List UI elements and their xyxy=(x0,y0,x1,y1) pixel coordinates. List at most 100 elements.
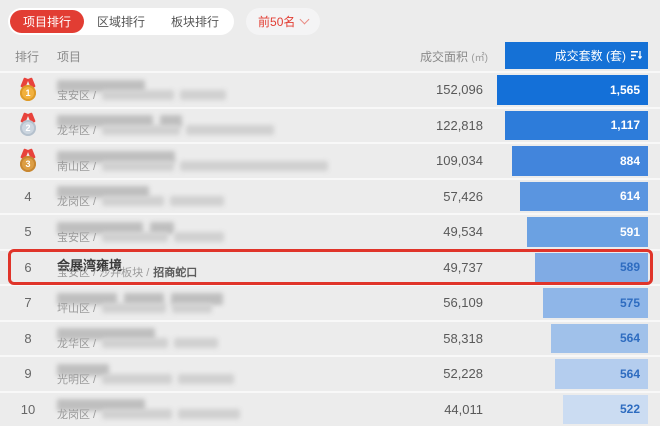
units-bar: 1,117 xyxy=(505,110,648,140)
project-cell: 龙岗区 / xyxy=(57,180,417,214)
units-bar: 1,565 xyxy=(497,75,648,105)
table-row[interactable]: 3 南山区 / 109,034 884 xyxy=(0,142,660,178)
table-row[interactable]: 10 龙岗区 / 44,011 522 xyxy=(0,390,660,426)
project-location: 龙岗区 / xyxy=(57,406,241,422)
table-row[interactable]: 4 龙岗区 / 57,426 614 xyxy=(0,177,660,214)
tab-plate-ranking[interactable]: 板块排行 xyxy=(171,15,220,29)
area-value: 58,318 xyxy=(443,330,483,346)
top50-filter-dropdown[interactable]: 前50名 xyxy=(246,8,321,35)
tab-district-ranking[interactable]: 区域排行 xyxy=(97,15,146,29)
redacted-text xyxy=(57,363,109,376)
table-row[interactable]: 9 光明区 / 52,228 564 xyxy=(0,355,660,391)
redacted-text xyxy=(170,196,225,206)
units-bar: 564 xyxy=(555,359,648,389)
units-bar: 522 xyxy=(563,394,648,424)
medal-gold-icon: 1 xyxy=(18,78,38,102)
units-bar: 614 xyxy=(520,181,648,211)
units-bar: 564 xyxy=(551,323,648,353)
redacted-text xyxy=(178,373,235,384)
table-row[interactable]: 5 宝安区 / 49,534 591 xyxy=(0,213,660,249)
header-rank: 排行 xyxy=(15,50,40,64)
project-cell: 坪山区 / xyxy=(57,286,417,320)
sort-descending-icon xyxy=(631,51,642,60)
redacted-text xyxy=(102,338,169,348)
project-name xyxy=(57,77,152,92)
redacted-text xyxy=(102,231,169,242)
redacted-text xyxy=(124,292,164,305)
project-location: 宝安区 / xyxy=(57,229,225,245)
redacted-text xyxy=(57,150,175,163)
project-name xyxy=(57,397,152,412)
rank-cell: 10 xyxy=(20,401,36,417)
redacted-text xyxy=(57,328,155,341)
top-tab-bar: 项目排行 区域排行 板块排行 前50名 xyxy=(0,0,660,40)
redacted-text xyxy=(102,302,167,313)
area-value: 44,011 xyxy=(444,401,483,417)
rank-cell: 4 xyxy=(24,188,32,204)
redacted-text xyxy=(178,409,241,419)
project-cell: 龙华区 / xyxy=(57,322,417,356)
header-area: 成交面积 (㎡) xyxy=(419,50,488,64)
redacted-text xyxy=(57,79,145,92)
area-value: 122,818 xyxy=(436,117,483,133)
project-name xyxy=(57,326,162,341)
redacted-text xyxy=(57,221,143,234)
redacted-text xyxy=(102,89,175,100)
redacted-text xyxy=(102,125,181,135)
project-cell: 龙华区 / xyxy=(57,109,417,143)
table-row[interactable]: 1 宝安区 / 152,096 1,565 xyxy=(0,71,660,107)
project-cell: 光明区 / xyxy=(57,357,417,391)
chevron-down-icon xyxy=(299,14,310,25)
redacted-text xyxy=(180,89,227,100)
medal-bronze-icon: 3 xyxy=(18,149,38,173)
header-units-sort[interactable]: 成交套数 (套) xyxy=(505,42,648,69)
project-location: 龙华区 / xyxy=(57,122,275,138)
tab-project-ranking[interactable]: 项目排行 xyxy=(10,10,85,33)
redacted-text xyxy=(174,231,225,242)
medal-silver-icon: 2 xyxy=(18,113,38,137)
project-name xyxy=(57,290,230,305)
project-cell: 龙岗区 / xyxy=(57,393,417,426)
redacted-text xyxy=(174,338,219,348)
redacted-text xyxy=(186,125,275,135)
rank-cell: 3 xyxy=(0,144,56,178)
project-name xyxy=(57,148,182,163)
redacted-text xyxy=(57,292,117,305)
project-location: 宝安区 / 沙井板块 / 招商蛇口 xyxy=(57,264,197,280)
rank-cell: 5 xyxy=(24,224,32,240)
rank-cell: 2 xyxy=(0,109,56,143)
project-cell: 南山区 / xyxy=(57,144,417,178)
redacted-text xyxy=(57,399,145,412)
redacted-text xyxy=(180,160,329,171)
project-name xyxy=(57,113,189,128)
table-row[interactable]: 2 龙华区 / 122,818 1,117 xyxy=(0,106,660,143)
area-value: 49,737 xyxy=(443,259,483,275)
area-value: 49,534 xyxy=(443,224,483,240)
area-value: 52,228 xyxy=(443,366,483,382)
units-bar: 575 xyxy=(543,288,648,318)
redacted-text xyxy=(57,186,149,199)
units-bar: 884 xyxy=(512,146,648,176)
redacted-text xyxy=(102,196,165,206)
header-units-label: 成交套数 (套) xyxy=(554,49,626,63)
redacted-text xyxy=(102,373,173,384)
redacted-text xyxy=(150,221,174,234)
rank-cell: 7 xyxy=(24,295,32,311)
table-row[interactable]: 8 龙华区 / 58,318 564 xyxy=(0,319,660,356)
project-cell: 宝安区 / xyxy=(57,215,417,249)
project-cell: 宝安区 / xyxy=(57,73,417,107)
developer-name: 招商蛇口 xyxy=(153,267,198,279)
units-bar: 589 xyxy=(535,252,648,282)
project-location: 南山区 / xyxy=(57,158,329,174)
top50-filter-label: 前50名 xyxy=(258,15,296,29)
rank-cell: 6 xyxy=(24,259,32,275)
table-body: 1 宝安区 / 152,096 1,565 2 龙华区 / 122,818 1,… xyxy=(0,71,660,426)
units-bar: 591 xyxy=(527,217,648,247)
project-location: 宝安区 / xyxy=(57,87,227,103)
table-row[interactable]: 7 坪山区 / 56,109 575 xyxy=(0,284,660,320)
table-row[interactable]: 6 会展湾雍境 宝安区 / 沙井板块 / 招商蛇口 49,737 589 xyxy=(0,248,660,285)
redacted-text xyxy=(57,115,153,128)
area-value: 57,426 xyxy=(443,188,483,204)
redacted-text xyxy=(102,409,173,419)
